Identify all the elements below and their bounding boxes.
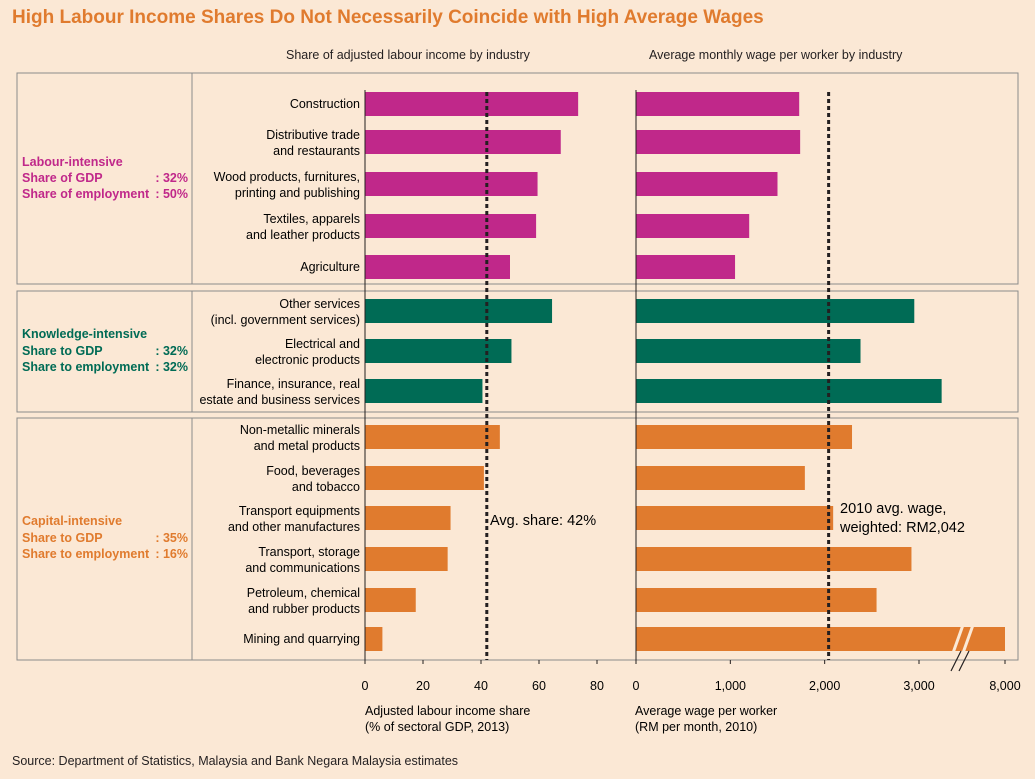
group-label-knowledge-1: Share to GDP: [22, 344, 103, 358]
right-tick-label: 1,000: [715, 679, 746, 693]
source-note: Source: Department of Statistics, Malays…: [12, 754, 459, 768]
left-bar: [365, 172, 538, 196]
right-tick-label: 8,000: [989, 679, 1020, 693]
category-label: Non-metallic minerals: [240, 423, 360, 437]
avg-share-label: Avg. share: 42%: [490, 513, 596, 529]
left-tick-label: 0: [362, 679, 369, 693]
right-bar: [636, 339, 861, 363]
right-bars: [636, 92, 1005, 654]
group-value-labour-2: : 50%: [155, 187, 188, 201]
group-value-capital-2: : 16%: [155, 547, 188, 561]
avg-wage-label: 2010 avg. wage,: [840, 501, 946, 517]
category-label: and leather products: [246, 228, 360, 242]
right-panel-title: Average monthly wage per worker by indus…: [649, 48, 903, 62]
group-value-knowledge-1: : 32%: [155, 344, 188, 358]
chart-title: High Labour Income Shares Do Not Necessa…: [12, 7, 764, 28]
right-axis-label: Average wage per worker: [635, 704, 777, 718]
left-bar: [365, 506, 451, 530]
category-label: Petroleum, chemical: [247, 586, 360, 600]
group-label-labour-2: Share of employment: [22, 187, 150, 201]
category-label: Mining and quarrying: [243, 632, 360, 646]
right-bar: [636, 172, 778, 196]
right-bar: [636, 506, 834, 530]
category-label: Electrical and: [285, 337, 360, 351]
left-bar: [365, 425, 500, 449]
category-label: and restaurants: [273, 144, 360, 158]
group-value-capital-1: : 35%: [155, 531, 188, 545]
category-label: Wood products, furnitures,: [214, 170, 360, 184]
left-bar: [365, 339, 512, 363]
category-label: Distributive trade: [266, 128, 360, 142]
group-label-labour-0: Labour-intensive: [22, 155, 123, 169]
left-axis-label: (% of sectoral GDP, 2013): [365, 720, 509, 734]
right-tick-label: 2,000: [809, 679, 840, 693]
right-bar: [636, 627, 1005, 651]
left-bar: [365, 92, 579, 116]
left-axis-label: Adjusted labour income share: [365, 704, 530, 718]
category-label: (incl. government services): [211, 313, 360, 327]
left-bar: [365, 547, 448, 571]
group-frame-labour: [16, 72, 1019, 285]
group-frame-capital: [16, 417, 1019, 661]
category-label: Construction: [290, 97, 360, 111]
left-tick-label: 60: [532, 679, 546, 693]
category-label: and communications: [245, 561, 360, 575]
right-bar: [636, 379, 942, 403]
left-bar: [365, 214, 537, 238]
category-label: electronic products: [255, 353, 360, 367]
right-axis-label: (RM per month, 2010): [635, 720, 757, 734]
group-label-capital-1: Share to GDP: [22, 531, 103, 545]
left-bar: [365, 588, 416, 612]
group-label-knowledge-0: Knowledge-intensive: [22, 327, 147, 341]
left-bar: [365, 466, 484, 490]
right-bar: [636, 130, 801, 154]
right-bar: [636, 255, 736, 279]
left-tick-label: 40: [474, 679, 488, 693]
left-bar: [365, 299, 553, 323]
bar-break-mark: [961, 624, 975, 654]
left-tick-label: 80: [590, 679, 604, 693]
left-tick-label: 20: [416, 679, 430, 693]
category-label: Transport, storage: [258, 545, 360, 559]
group-value-labour-1: : 32%: [155, 171, 188, 185]
category-label: printing and publishing: [235, 186, 360, 200]
group-label-capital-0: Capital-intensive: [22, 514, 122, 528]
group-value-knowledge-2: : 32%: [155, 360, 188, 374]
group-frame-knowledge: [16, 290, 1019, 413]
right-bar: [636, 547, 912, 571]
axis-break-mark: [950, 650, 962, 672]
right-bar: [636, 588, 877, 612]
category-label: estate and business services: [199, 393, 360, 407]
right-tick-label: 3,000: [903, 679, 934, 693]
right-tick-label: 0: [633, 679, 640, 693]
avg-wage-label: weighted: RM2,042: [839, 520, 965, 536]
left-bars: [365, 92, 579, 651]
right-bar: [636, 299, 915, 323]
left-bar: [365, 627, 383, 651]
category-label: Other services: [279, 297, 360, 311]
category-label: Textiles, apparels: [263, 212, 360, 226]
left-bar: [365, 379, 483, 403]
left-bar: [365, 130, 561, 154]
group-label-knowledge-2: Share to employment: [22, 360, 150, 374]
right-bar: [636, 466, 805, 490]
left-panel-title: Share of adjusted labour income by indus…: [286, 48, 530, 62]
category-label: Transport equipments: [239, 504, 360, 518]
category-label: and tobacco: [292, 480, 360, 494]
axis-break-mark: [958, 650, 970, 672]
category-label: Finance, insurance, real: [227, 377, 360, 391]
category-label: Food, beverages: [266, 464, 360, 478]
right-bar: [636, 92, 800, 116]
right-bar: [636, 214, 750, 238]
bar-break-mark: [951, 624, 965, 654]
group-label-capital-2: Share to employment: [22, 547, 150, 561]
category-label: and rubber products: [248, 602, 360, 616]
category-label: Agriculture: [300, 260, 360, 274]
right-bar: [636, 425, 853, 449]
category-label: and metal products: [254, 439, 360, 453]
group-label-labour-1: Share of GDP: [22, 171, 103, 185]
category-label: and other manufactures: [228, 520, 360, 534]
